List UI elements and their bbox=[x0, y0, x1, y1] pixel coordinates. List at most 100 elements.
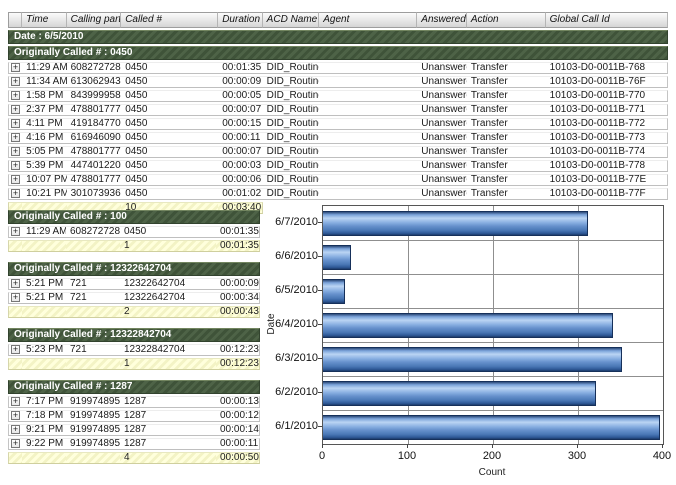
cell-agent bbox=[319, 76, 418, 88]
cell-called: 0450 bbox=[121, 76, 219, 88]
cell-agent bbox=[319, 104, 418, 116]
summary-expand-spacer bbox=[8, 306, 22, 318]
expand-icon[interactable]: + bbox=[11, 438, 20, 448]
call-row: +1:58 PM 8439999581 0450 00:00:05 DID_Routin… bbox=[8, 90, 668, 102]
call-row: +10:07 PM 4788017770 0450 00:00:06 DID_Routi… bbox=[8, 174, 668, 186]
expand-icon[interactable]: + bbox=[11, 146, 21, 156]
summary-time-spacer bbox=[22, 306, 66, 318]
cell-time: 4:16 PM bbox=[22, 132, 67, 144]
cell-time: 10:07 PM bbox=[22, 174, 67, 186]
cell-time: 9:21 PM bbox=[22, 424, 66, 436]
call-row: +10:21 PM 3010739363 0450 00:01:02 DID_Routi… bbox=[8, 188, 668, 200]
column-header-duration[interactable]: Duration bbox=[218, 12, 263, 28]
cell-action: Transfer bbox=[466, 188, 546, 200]
cell-expand: + bbox=[8, 118, 23, 130]
summary-time-spacer bbox=[22, 452, 66, 464]
cell-time: 7:17 PM bbox=[22, 396, 66, 408]
column-header-agent[interactable]: Agent bbox=[319, 12, 418, 28]
cell-duration: 00:00:09 bbox=[216, 278, 261, 290]
bar-6-2-2010 bbox=[323, 381, 596, 406]
cell-duration: 00:00:07 bbox=[218, 104, 263, 116]
cell-duration: 00:00:11 bbox=[216, 438, 260, 450]
expand-icon[interactable]: + bbox=[11, 396, 20, 406]
expand-icon[interactable]: + bbox=[11, 344, 20, 354]
x-tick-label: 400 bbox=[652, 450, 672, 462]
summary-count: 1 bbox=[120, 358, 216, 370]
cell-global-call-id: 10103-D0-0011B-76F bbox=[545, 76, 668, 88]
cell-global-call-id: 10103-D0-0011B-771 bbox=[545, 104, 668, 116]
expand-icon[interactable]: + bbox=[11, 292, 20, 302]
expand-icon[interactable]: + bbox=[11, 76, 21, 86]
summary-time-spacer bbox=[22, 358, 66, 370]
cell-acd-name: DID_Routing bbox=[262, 90, 320, 102]
x-tick-mark bbox=[662, 444, 663, 448]
column-header-called[interactable]: Called # bbox=[121, 12, 219, 28]
x-tick-mark bbox=[407, 444, 408, 448]
cell-expand: + bbox=[8, 104, 23, 116]
cell-agent bbox=[319, 62, 418, 74]
expand-icon[interactable]: + bbox=[11, 90, 21, 100]
cell-calling-party: 4191847701 bbox=[66, 118, 122, 130]
group-header-row: Originally Called # : 1287 bbox=[8, 380, 260, 394]
summary-expand-spacer bbox=[8, 240, 22, 252]
summary-time-spacer bbox=[22, 240, 66, 252]
call-table: Originally Called # : 1287 +7:17 PM 919974… bbox=[8, 378, 260, 466]
cell-acd-name: DID_Routing bbox=[262, 146, 320, 158]
cell-agent bbox=[319, 146, 418, 158]
group-summary-row: 1 00:01:35 bbox=[8, 240, 261, 252]
cell-answered: Unanswered bbox=[417, 188, 467, 200]
group-header-row: Originally Called # : 12322842704 bbox=[8, 328, 261, 342]
cell-answered: Unanswered bbox=[417, 90, 467, 102]
cell-called: 0450 bbox=[121, 174, 219, 186]
column-header-calling-party[interactable]: Calling party # bbox=[66, 12, 122, 28]
cell-calling-party: 4788017770 bbox=[66, 104, 122, 116]
cell-action: Transfer bbox=[466, 146, 546, 158]
y-tick-mark bbox=[318, 392, 322, 393]
cell-action: Transfer bbox=[466, 62, 546, 74]
expand-icon[interactable]: + bbox=[11, 118, 21, 128]
cell-duration: 00:00:05 bbox=[218, 90, 263, 102]
bar-6-4-2010 bbox=[323, 313, 613, 338]
expand-icon[interactable]: + bbox=[11, 132, 21, 142]
cell-acd-name: DID_Routing bbox=[262, 188, 320, 200]
expand-icon[interactable]: + bbox=[11, 174, 21, 184]
expand-icon[interactable]: + bbox=[11, 188, 21, 198]
column-header-expand[interactable] bbox=[8, 12, 23, 28]
expand-icon[interactable]: + bbox=[11, 410, 20, 420]
gridline-horizontal bbox=[323, 342, 663, 343]
cell-expand: + bbox=[8, 410, 22, 422]
cell-expand: + bbox=[8, 160, 23, 172]
expand-icon[interactable]: + bbox=[11, 278, 20, 288]
column-header-time[interactable]: Time bbox=[22, 12, 67, 28]
x-tick-mark bbox=[577, 444, 578, 448]
cell-expand: + bbox=[8, 62, 23, 74]
cell-action: Transfer bbox=[466, 118, 546, 130]
expand-icon[interactable]: + bbox=[11, 424, 20, 434]
x-tick-label: 100 bbox=[397, 450, 417, 462]
column-header-answered[interactable]: Answered bbox=[417, 12, 467, 28]
cell-global-call-id: 10103-D0-0011B-772 bbox=[545, 118, 668, 130]
summary-calling-spacer bbox=[66, 358, 120, 370]
group-header-row: Originally Called # : 100 bbox=[8, 210, 261, 224]
column-header-global-call-id[interactable]: Global Call Id bbox=[545, 12, 668, 28]
expand-icon[interactable]: + bbox=[11, 226, 20, 236]
column-header-action[interactable]: Action bbox=[466, 12, 546, 28]
cell-expand: + bbox=[8, 76, 23, 88]
cell-acd-name: DID_Routing bbox=[262, 118, 320, 130]
summary-duration: 00:00:43 bbox=[216, 306, 261, 318]
expand-icon[interactable]: + bbox=[11, 62, 21, 72]
expand-icon[interactable]: + bbox=[11, 160, 21, 170]
group-summary-row: 4 00:00:50 bbox=[8, 452, 260, 464]
cell-global-call-id: 10103-D0-0011B-773 bbox=[545, 132, 668, 144]
y-category-label: 6/3/2010 bbox=[275, 352, 318, 364]
x-tick-mark bbox=[492, 444, 493, 448]
cell-expand: + bbox=[8, 344, 22, 356]
cell-answered: Unanswered bbox=[417, 118, 467, 130]
x-tick-label: 300 bbox=[567, 450, 587, 462]
cell-time: 4:11 PM bbox=[22, 118, 67, 130]
column-header-acd-name[interactable]: ACD Name bbox=[262, 12, 320, 28]
cell-calling-party: 9199748952 bbox=[66, 410, 120, 422]
cell-answered: Unanswered bbox=[417, 132, 467, 144]
expand-icon[interactable]: + bbox=[11, 104, 21, 114]
cell-duration: 00:01:35 bbox=[216, 226, 261, 238]
